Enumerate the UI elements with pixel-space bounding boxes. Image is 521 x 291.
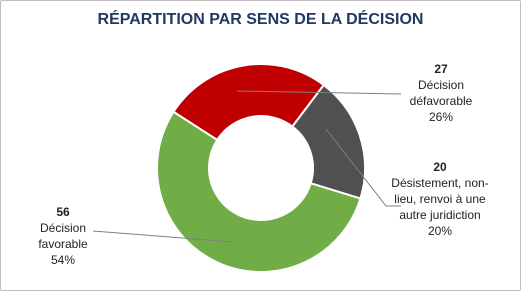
data-label: 56 Décision favorable 54% <box>13 204 113 268</box>
chart-title: RÉPARTITION PAR SENS DE LA DÉCISION <box>97 11 424 28</box>
value-label: 20 <box>433 160 447 174</box>
percent-label: 54% <box>50 253 76 267</box>
leader-line <box>236 90 402 95</box>
category-label: Décision favorable <box>38 221 88 251</box>
donut-slice <box>156 110 362 273</box>
leader-line <box>92 230 234 243</box>
leader-line <box>325 128 401 207</box>
data-label: 20 Désistement, non-lieu, renvoi à une a… <box>387 159 493 239</box>
value-label: 27 <box>434 62 448 76</box>
percent-label: 20% <box>427 224 453 238</box>
data-label: 27 Décision défavorable 26% <box>396 61 486 125</box>
percent-label: 26% <box>428 110 454 124</box>
category-label: Désistement, non-lieu, renvoi à une autr… <box>391 176 489 222</box>
donut-slice <box>172 63 326 142</box>
category-label: Décision défavorable <box>409 78 473 108</box>
donut-slice <box>290 83 366 200</box>
value-label: 56 <box>56 205 70 219</box>
